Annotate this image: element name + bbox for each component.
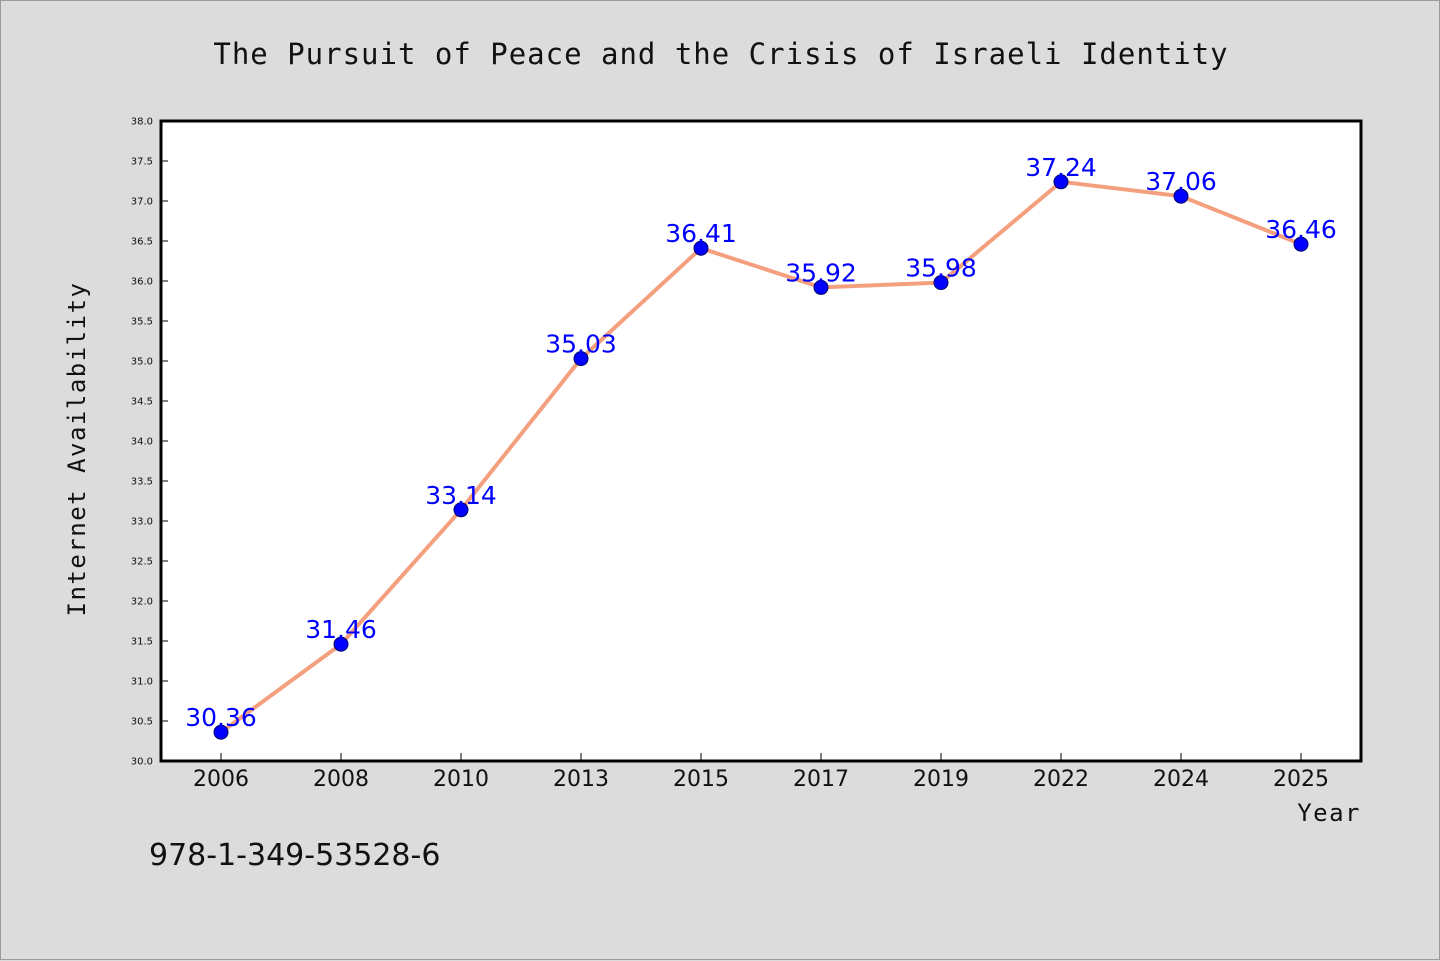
x-tick-label: 2024 — [1153, 767, 1209, 792]
x-tick-label: 2008 — [313, 767, 369, 792]
x-tick-label: 2019 — [913, 767, 969, 792]
data-label: 37.24 — [1025, 153, 1097, 182]
data-label: 31.46 — [305, 615, 377, 644]
x-tick-label: 2022 — [1033, 767, 1089, 792]
y-tick-label: 30.0 — [131, 757, 153, 768]
x-tick-label: 2025 — [1273, 767, 1329, 792]
data-label: 37.06 — [1145, 167, 1217, 196]
y-axis: 30.0 30.5 31.0 31.5 32.0 32.5 33.0 33.5 34.0 34.5… — [131, 117, 168, 768]
y-tick-label: 38.0 — [131, 117, 153, 128]
y-tick-label: 35.0 — [131, 357, 153, 368]
plot-area — [161, 121, 1361, 761]
data-point-marker — [1293, 236, 1309, 252]
series-line — [219, 179, 1303, 735]
y-tick-label: 34.5 — [131, 397, 153, 408]
data-label: 36.46 — [1265, 215, 1337, 244]
data-label-group: 30.36 31.46 33.14 35.03 36.41 35.92 35.98 37.24… — [185, 153, 1337, 732]
series-line-group — [219, 179, 1303, 735]
y-tick-label: 32.5 — [131, 557, 153, 568]
y-tick-label: 36.5 — [131, 237, 153, 248]
data-point-marker — [693, 240, 709, 256]
y-tick-label: 33.5 — [131, 477, 153, 488]
y-tick-label: 36.0 — [131, 277, 153, 288]
x-tick-label: 2017 — [793, 767, 849, 792]
chart-title: The Pursuit of Peace and the Crisis of I… — [213, 37, 1228, 71]
y-tick-label: 35.5 — [131, 317, 153, 328]
x-axis-label: Year — [1297, 799, 1361, 827]
data-point-marker — [333, 636, 349, 652]
data-point-marker — [573, 351, 589, 367]
data-label: 33.14 — [425, 481, 497, 510]
y-tick-label: 32.0 — [131, 597, 153, 608]
y-tick-label: 34.0 — [131, 437, 153, 448]
y-tick-label: 31.5 — [131, 637, 153, 648]
data-point-marker — [453, 502, 469, 518]
isbn-text: 978-1-349-53528-6 — [149, 838, 440, 873]
x-tick-label: 2015 — [673, 767, 729, 792]
data-point-marker — [933, 275, 949, 291]
x-axis: 2006 2008 2010 2013 2015 2017 2019 2022 2024 2025 — [193, 753, 1329, 792]
y-tick-label: 33.0 — [131, 517, 153, 528]
data-label: 35.03 — [545, 330, 617, 359]
y-axis-label: Internet Availability — [63, 282, 91, 617]
data-point-marker — [1053, 174, 1069, 190]
marker-group — [213, 174, 1309, 740]
data-label: 35.92 — [785, 258, 857, 287]
y-tick-label: 31.0 — [131, 677, 153, 688]
y-tick-label: 30.5 — [131, 717, 153, 728]
y-tick-label: 37.0 — [131, 197, 153, 208]
x-tick-label: 2013 — [553, 767, 609, 792]
data-point-marker — [813, 279, 829, 295]
data-point-marker — [213, 724, 229, 740]
x-tick-label: 2010 — [433, 767, 489, 792]
data-label: 35.98 — [905, 254, 977, 283]
data-point-marker — [1173, 188, 1189, 204]
y-tick-label: 37.5 — [131, 157, 153, 168]
x-tick-label: 2006 — [193, 767, 249, 792]
data-label: 30.36 — [185, 703, 257, 732]
plot-border — [159, 119, 1363, 763]
data-label: 36.41 — [665, 219, 737, 248]
